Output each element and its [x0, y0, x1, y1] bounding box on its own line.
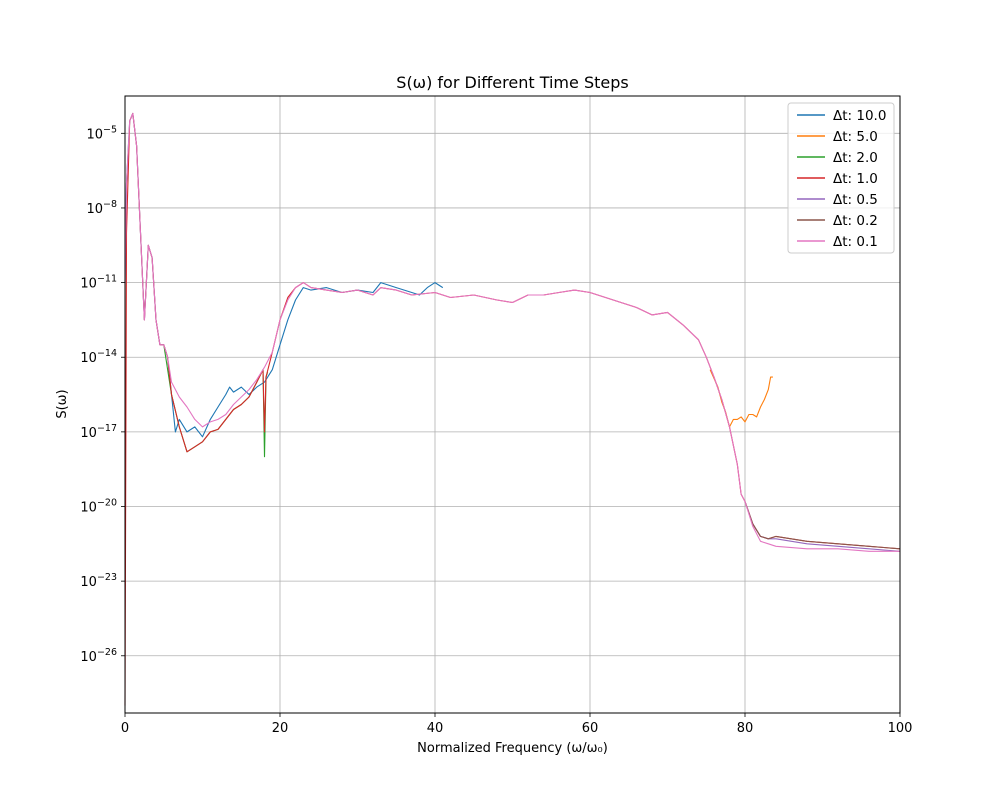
legend-label: Δt: 0.5	[833, 192, 878, 208]
chart-title: S(ω) for Different Time Steps	[396, 73, 628, 92]
x-tick-label: 80	[737, 721, 754, 736]
x-axis-ticks: 0 20 40 60 80 100	[121, 713, 913, 736]
y-tick-label: 10−23	[80, 572, 117, 590]
y-axis-label: S(ω)	[55, 389, 70, 418]
legend-label: Δt: 0.1	[833, 234, 878, 250]
legend-label: Δt: 5.0	[833, 129, 878, 145]
y-tick-label: 10−17	[80, 423, 117, 441]
legend-label: Δt: 2.0	[833, 150, 878, 166]
x-tick-label: 20	[272, 721, 289, 736]
x-tick-label: 40	[427, 721, 444, 736]
y-tick-label: 10−8	[86, 199, 117, 217]
y-axis-ticks: 10−5 10−8 10−11 10−14 10−17 10−20 10−23 10−26	[80, 124, 125, 665]
legend-label: Δt: 0.2	[833, 213, 878, 229]
series-line-7	[124, 112, 900, 552]
series-lines	[124, 112, 901, 706]
y-tick-label: 10−5	[86, 124, 117, 142]
legend-label: Δt: 10.0	[833, 108, 886, 124]
y-tick-label: 10−26	[80, 647, 117, 665]
y-tick-label: 10−20	[80, 498, 117, 516]
legend-box	[787, 102, 895, 254]
series-line-6	[744, 501, 901, 550]
x-tick-label: 100	[888, 721, 913, 736]
y-tick-label: 10−14	[80, 348, 117, 366]
x-axis-label: Normalized Frequency (ω/ω₀)	[417, 741, 608, 756]
x-tick-label: 60	[582, 721, 599, 736]
legend: Δt: 10.0 Δt: 5.0 Δt: 2.0 Δt: 1.0 Δt: 0.5 Δt: …	[787, 102, 895, 254]
legend-label: Δt: 1.0	[833, 171, 878, 187]
y-tick-label: 10−11	[80, 274, 117, 292]
plot-frame	[124, 95, 901, 714]
x-tick-label: 0	[121, 721, 129, 736]
grid-lines	[124, 96, 901, 713]
